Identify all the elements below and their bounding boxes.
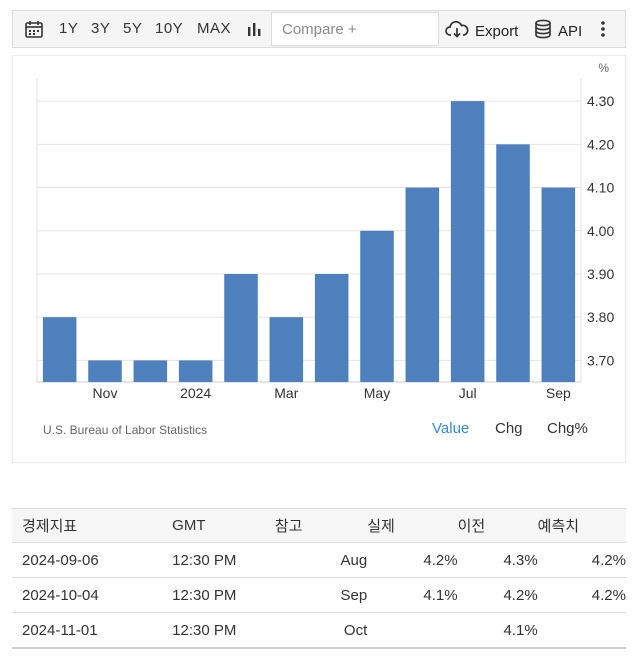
bar-2024-05[interactable] [360, 230, 394, 382]
cell-time: 12:30 PM [172, 542, 275, 578]
col-header-previous: 이전 [457, 508, 538, 543]
bar-2023-11[interactable] [88, 360, 122, 382]
x-tick-label: Sep [546, 385, 571, 401]
y-tick-label: 4.30 [587, 93, 614, 109]
x-tick-label: May [364, 385, 390, 401]
y-tick-label: 3.70 [587, 352, 614, 368]
cell-forecast: 4.2% [537, 577, 626, 613]
bar-2024-03[interactable] [269, 317, 304, 382]
y-tick-label: 4.10 [587, 180, 614, 196]
y-tick-label: 4.20 [587, 136, 614, 152]
cell-previous: 4.2% [457, 577, 538, 613]
bar-2024-09[interactable] [541, 187, 576, 382]
x-tick-label: 2024 [180, 385, 211, 401]
cell-time: 12:30 PM [172, 612, 275, 649]
cell-previous: 4.1% [457, 612, 538, 649]
more-options-icon[interactable] [599, 20, 607, 42]
bar-chart: % 3.70 3.80 3.90 4.00 4.10 4.20 4.30 Nov 2024 Ma… [36, 61, 614, 401]
bar-2024-06[interactable] [405, 187, 440, 382]
cell-date: 2024-10-04 [12, 577, 173, 613]
api-button[interactable]: API [534, 19, 582, 43]
x-tick-label: Jul [459, 385, 477, 401]
tab-chg[interactable]: Chg [495, 420, 523, 437]
database-icon [534, 19, 552, 43]
cell-actual [367, 612, 458, 649]
cell-forecast: 4.2% [537, 542, 626, 578]
cell-reference: Oct [274, 612, 368, 649]
table-row: 2024-11-01 12:30 PM Oct 4.1% [12, 612, 626, 649]
cloud-download-icon [445, 19, 469, 43]
source-label: U.S. Bureau of Labor Statistics [43, 423, 208, 437]
bar-2024-02[interactable] [224, 273, 258, 382]
bar-2024-07[interactable] [450, 101, 485, 382]
range-max-button[interactable]: MAX [197, 20, 232, 37]
compare-input[interactable] [271, 12, 439, 46]
x-tick-label: Nov [93, 385, 118, 401]
col-header-forecast: 예측치 [537, 508, 626, 543]
calendar-icon[interactable] [23, 18, 45, 40]
bar-2024-04[interactable] [314, 273, 349, 382]
bar-2024-01[interactable] [178, 360, 213, 382]
col-header-indicator: 경제지표 [12, 508, 173, 543]
tab-chg-percent[interactable]: Chg% [547, 420, 588, 437]
api-label: API [558, 22, 583, 40]
x-tick-label: Mar [274, 385, 298, 401]
col-header-gmt: GMT [172, 508, 275, 543]
bar-chart-type-icon[interactable] [243, 18, 265, 40]
cell-forecast [537, 612, 626, 649]
cell-reference: Aug [274, 542, 368, 578]
table-header-row: 경제지표 GMT 참고 실제 이전 예측치 [12, 508, 626, 543]
export-button[interactable]: Export [445, 19, 518, 43]
table-row: 2024-10-04 12:30 PM Sep 4.1% 4.2% 4.2% [12, 577, 626, 613]
cell-reference: Sep [274, 577, 368, 613]
bar-2024-08[interactable] [496, 144, 530, 382]
cell-date: 2024-11-01 [12, 612, 173, 649]
bar-2023-10[interactable] [42, 317, 77, 382]
cell-date: 2024-09-06 [12, 542, 173, 578]
chart-panel: % 3.70 3.80 3.90 4.00 4.10 4.20 4.30 Nov 2024 Ma… [12, 55, 626, 463]
range-5y-button[interactable]: 5Y [123, 20, 143, 37]
tab-value[interactable]: Value [432, 420, 470, 437]
cell-time: 12:30 PM [172, 577, 275, 613]
release-calendar-table: 경제지표 GMT 참고 실제 이전 예측치 2024-09-06 12:30 P… [12, 508, 626, 649]
export-label: Export [475, 22, 519, 40]
y-tick-label: 3.90 [587, 266, 614, 282]
range-10y-button[interactable]: 10Y [155, 20, 184, 37]
cell-actual: 4.2% [367, 542, 458, 578]
y-tick-label: 4.00 [587, 223, 614, 239]
table-row: 2024-09-06 12:30 PM Aug 4.2% 4.3% 4.2% [12, 542, 626, 578]
y-tick-label: 3.80 [587, 309, 614, 325]
cell-previous: 4.3% [457, 542, 538, 578]
range-1y-button[interactable]: 1Y [59, 20, 79, 37]
col-header-reference: 참고 [274, 508, 368, 543]
chart-toolbar: 1Y 3Y 5Y 10Y MAX Export [12, 10, 626, 48]
col-header-actual: 실제 [367, 508, 458, 543]
bar-2023-12[interactable] [133, 360, 168, 382]
cell-actual: 4.1% [367, 577, 458, 613]
unit-label: % [598, 61, 609, 75]
range-3y-button[interactable]: 3Y [91, 20, 111, 37]
